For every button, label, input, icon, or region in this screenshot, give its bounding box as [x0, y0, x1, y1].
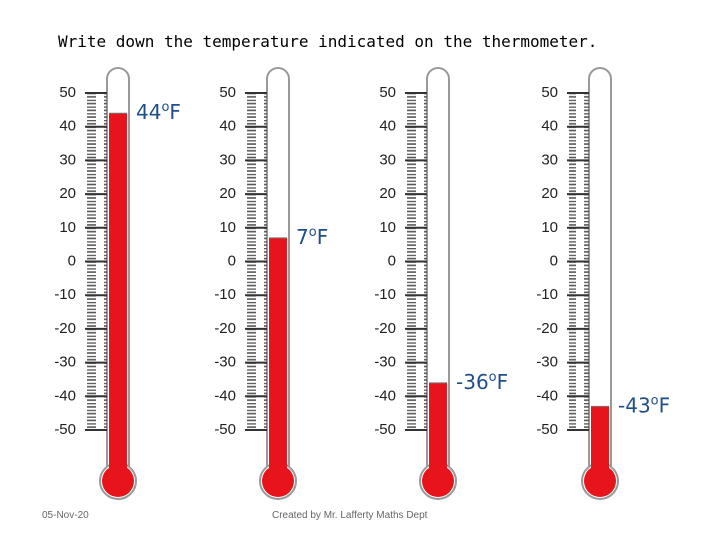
thermometer: 50 40 30 20 10 0 -10 -20 -30 -40 -50 -36oF	[374, 67, 508, 500]
thermometer: 50 40 30 20 10 0 -10 -20 -30 -40 -50 -43oF	[536, 67, 670, 500]
tick-label: -30	[214, 354, 236, 371]
tick-label: -10	[214, 286, 236, 303]
tick-label: 10	[541, 219, 558, 236]
answer-degree: o	[161, 100, 169, 115]
tick-label: -50	[374, 421, 396, 438]
tick-label: 30	[379, 151, 396, 168]
tick-label: 30	[541, 151, 558, 168]
footer-date: 05-Nov-20	[42, 510, 89, 521]
tick-label: 50	[219, 84, 236, 101]
tick-label: 40	[379, 118, 396, 135]
tick-label: -40	[536, 387, 558, 404]
tick-label: 50	[541, 84, 558, 101]
tick-label: 10	[219, 219, 236, 236]
thermometer: 50 40 30 20 10 0 -10 -20 -30 -40 -50 7oF	[214, 67, 328, 500]
tick-label: -10	[374, 286, 396, 303]
bulb	[422, 465, 454, 497]
tick-label: 30	[219, 151, 236, 168]
tick-label: 40	[541, 118, 558, 135]
answer-label: -36oF	[456, 369, 508, 393]
tick-label: -40	[214, 387, 236, 404]
tick-label: -40	[54, 387, 76, 404]
tick-label: -30	[54, 354, 76, 371]
tick-label: 20	[59, 185, 76, 202]
tick-label: 10	[379, 219, 396, 236]
answer-value: 44	[136, 100, 161, 124]
answer-unit: F	[317, 224, 329, 248]
answer-unit: F	[497, 369, 509, 393]
tick-label: -50	[214, 421, 236, 438]
tick-label: 50	[59, 84, 76, 101]
tick-label: 0	[68, 252, 76, 269]
bulb	[262, 465, 294, 497]
tick-label: -30	[536, 354, 558, 371]
bulb	[102, 465, 134, 497]
tick-label: 20	[379, 185, 396, 202]
answer-label: -43oF	[618, 393, 670, 417]
answer-degree: o	[489, 369, 497, 384]
tick-label: -30	[374, 354, 396, 371]
tick-label: 20	[541, 185, 558, 202]
tick-label: -20	[214, 320, 236, 337]
answer-label: 44oF	[136, 100, 181, 124]
tick-label: 20	[219, 185, 236, 202]
answer-degree: o	[309, 224, 317, 239]
mercury	[429, 382, 447, 481]
tick-label: -20	[536, 320, 558, 337]
mercury	[109, 113, 127, 481]
tick-label: -40	[374, 387, 396, 404]
tick-label: 0	[228, 252, 236, 269]
answer-value: -43	[618, 393, 651, 417]
footer-credit: Created by Mr. Lafferty Maths Dept	[272, 510, 428, 521]
tick-label: 30	[59, 151, 76, 168]
tick-label: 50	[379, 84, 396, 101]
tick-label: -50	[536, 421, 558, 438]
mercury	[269, 237, 287, 481]
tick-label: 0	[388, 252, 396, 269]
answer-unit: F	[659, 393, 671, 417]
thermometer: 50 40 30 20 10 0 -10 -20 -30 -40 -50 44oF	[54, 67, 181, 500]
tick-label: -20	[374, 320, 396, 337]
tick-label: -50	[54, 421, 76, 438]
tick-label: -20	[54, 320, 76, 337]
answer-value: 7	[296, 224, 309, 248]
answer-degree: o	[651, 393, 659, 408]
answer-value: -36	[456, 369, 489, 393]
mercury	[591, 406, 609, 481]
tick-label: 40	[59, 118, 76, 135]
tick-label: -10	[54, 286, 76, 303]
tick-label: 40	[219, 118, 236, 135]
tick-label: 0	[550, 252, 558, 269]
tick-label: -10	[536, 286, 558, 303]
tick-label: 10	[59, 219, 76, 236]
title: Write down the temperature indicated on …	[58, 32, 597, 51]
bulb	[584, 465, 616, 497]
answer-unit: F	[169, 100, 181, 124]
answer-label: 7oF	[296, 224, 328, 248]
